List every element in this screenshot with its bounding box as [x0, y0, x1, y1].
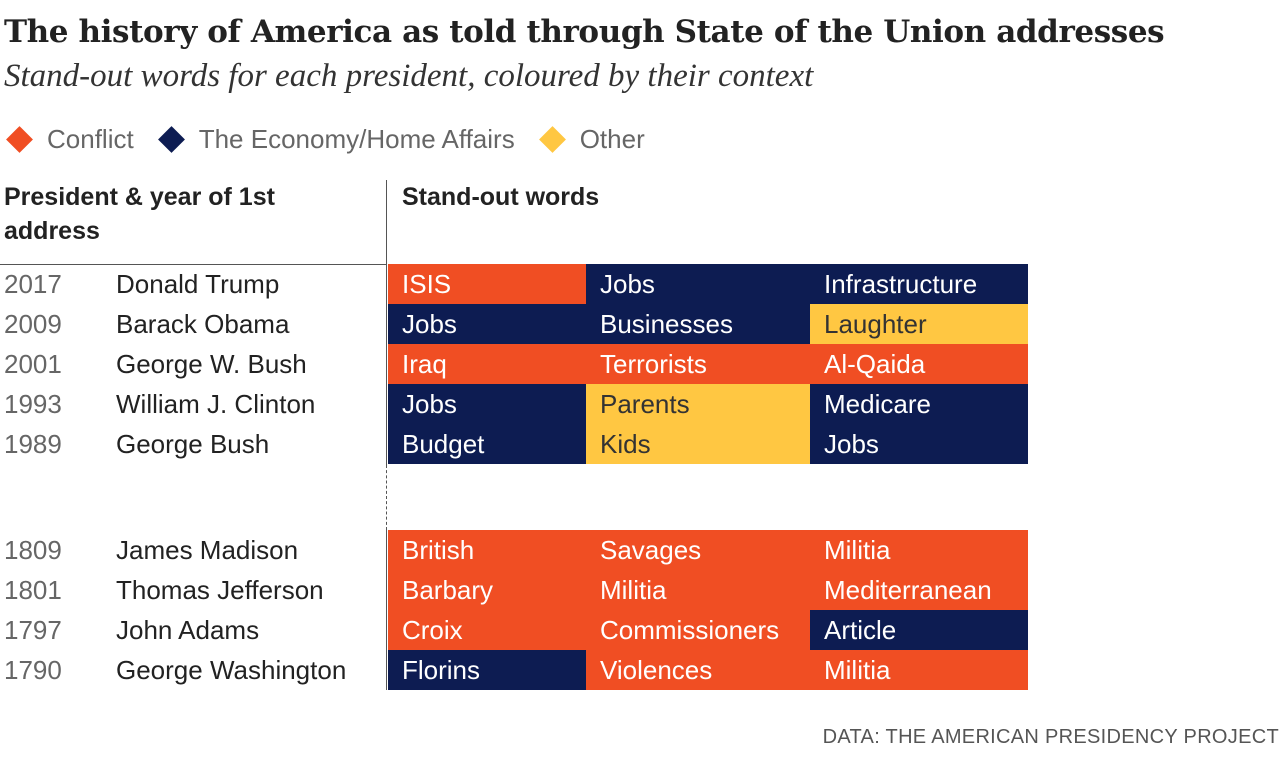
row-year: 1809: [4, 535, 62, 565]
word-cell-conflict: Al-Qaida: [810, 344, 1028, 384]
row-president: Thomas Jefferson: [116, 575, 324, 605]
data-source: DATA: THE AMERICAN PRESIDENCY PROJECT: [822, 726, 1279, 748]
table-row: 1801 Thomas Jefferson Barbary Militia Medite…: [0, 570, 1030, 610]
word-cell-conflict: Militia: [810, 650, 1028, 690]
row-president: Barack Obama: [116, 309, 290, 339]
row-year: 1989: [4, 429, 62, 459]
divider-vertical-gap: [386, 465, 387, 530]
table-row: 1989 George Bush Budget Kids Jobs: [0, 424, 1030, 464]
chart-title: The history of America as told through S…: [4, 14, 1165, 50]
word-cell-conflict: Terrorists: [586, 344, 810, 384]
word-cell-conflict: Commissioners: [586, 610, 810, 650]
row-president: George Bush: [116, 429, 270, 459]
word-cell-economy: Jobs: [810, 424, 1028, 464]
row-president: Donald Trump: [116, 269, 280, 299]
table-row: 1809 James Madison British Savages Militia: [0, 530, 1030, 570]
legend: Conflict The Economy/Home Affairs Other: [6, 124, 669, 155]
word-cell-economy: Florins: [388, 650, 586, 690]
word-cell-conflict: Mediterranean: [810, 570, 1028, 610]
row-year: 2017: [4, 269, 62, 299]
divider-vertical-top: [386, 180, 387, 465]
word-cell-conflict: Violences: [586, 650, 810, 690]
other-diamond-icon: [538, 126, 566, 153]
word-cell-economy: Budget: [388, 424, 586, 464]
row-year: 1993: [4, 389, 62, 419]
legend-item-other: Other: [538, 124, 645, 155]
column-header-words: Stand-out words: [402, 183, 600, 211]
word-cell-conflict: Savages: [586, 530, 810, 570]
chart-subtitle: Stand-out words for each president, colo…: [4, 58, 814, 94]
divider-horizontal: [0, 264, 386, 265]
word-cell-economy: Medicare: [810, 384, 1028, 424]
row-president: George W. Bush: [116, 349, 307, 379]
row-year: 2001: [4, 349, 62, 379]
legend-item-conflict: Conflict: [6, 124, 134, 155]
row-president: James Madison: [116, 535, 299, 565]
word-cell-conflict: British: [388, 530, 586, 570]
table-row: 1797 John Adams Croix Commissioners Article: [0, 610, 1030, 650]
table-row: 2017 Donald Trump ISIS Jobs Infrastructure: [0, 264, 1030, 304]
word-cell-economy: Jobs: [586, 264, 810, 304]
word-cell-other: Kids: [586, 424, 810, 464]
row-president: John Adams: [116, 615, 260, 645]
row-year: 1797: [4, 615, 62, 645]
word-cell-conflict: Iraq: [388, 344, 586, 384]
table-row: 2009 Barack Obama Jobs Businesses Laughter: [0, 304, 1030, 344]
row-year: 1801: [4, 575, 62, 605]
word-cell-economy: Infrastructure: [810, 264, 1028, 304]
word-cell-economy: Jobs: [388, 384, 586, 424]
word-cell-economy: Article: [810, 610, 1028, 650]
table-row: 2001 George W. Bush Iraq Terrorists Al-Qaida: [0, 344, 1030, 384]
word-cell-conflict: ISIS: [388, 264, 586, 304]
word-cell-conflict: Croix: [388, 610, 586, 650]
word-cell-other: Laughter: [810, 304, 1028, 344]
word-cell-conflict: Barbary: [388, 570, 586, 610]
row-president: William J. Clinton: [116, 389, 316, 419]
economy-diamond-icon: [157, 126, 185, 153]
conflict-diamond-icon: [6, 126, 33, 153]
legend-item-economy: The Economy/Home Affairs: [157, 124, 515, 155]
table-row: 1993 William J. Clinton Jobs Parents Medicar…: [0, 384, 1030, 424]
word-cell-conflict: Militia: [810, 530, 1028, 570]
row-year: 1790: [4, 655, 62, 685]
legend-label-conflict: Conflict: [47, 124, 134, 154]
row-president: George Washington: [116, 655, 347, 685]
legend-label-economy: The Economy/Home Affairs: [198, 124, 515, 154]
column-header-president: President & year of 1st address: [4, 183, 275, 245]
word-cell-other: Parents: [586, 384, 810, 424]
legend-label-other: Other: [579, 124, 645, 154]
divider-vertical-bottom: [386, 530, 387, 690]
word-cell-conflict: Militia: [586, 570, 810, 610]
word-cell-economy: Businesses: [586, 304, 810, 344]
row-year: 2009: [4, 309, 62, 339]
word-cell-economy: Jobs: [388, 304, 586, 344]
table-row: 1790 George Washington Florins Violences Mil…: [0, 650, 1030, 690]
